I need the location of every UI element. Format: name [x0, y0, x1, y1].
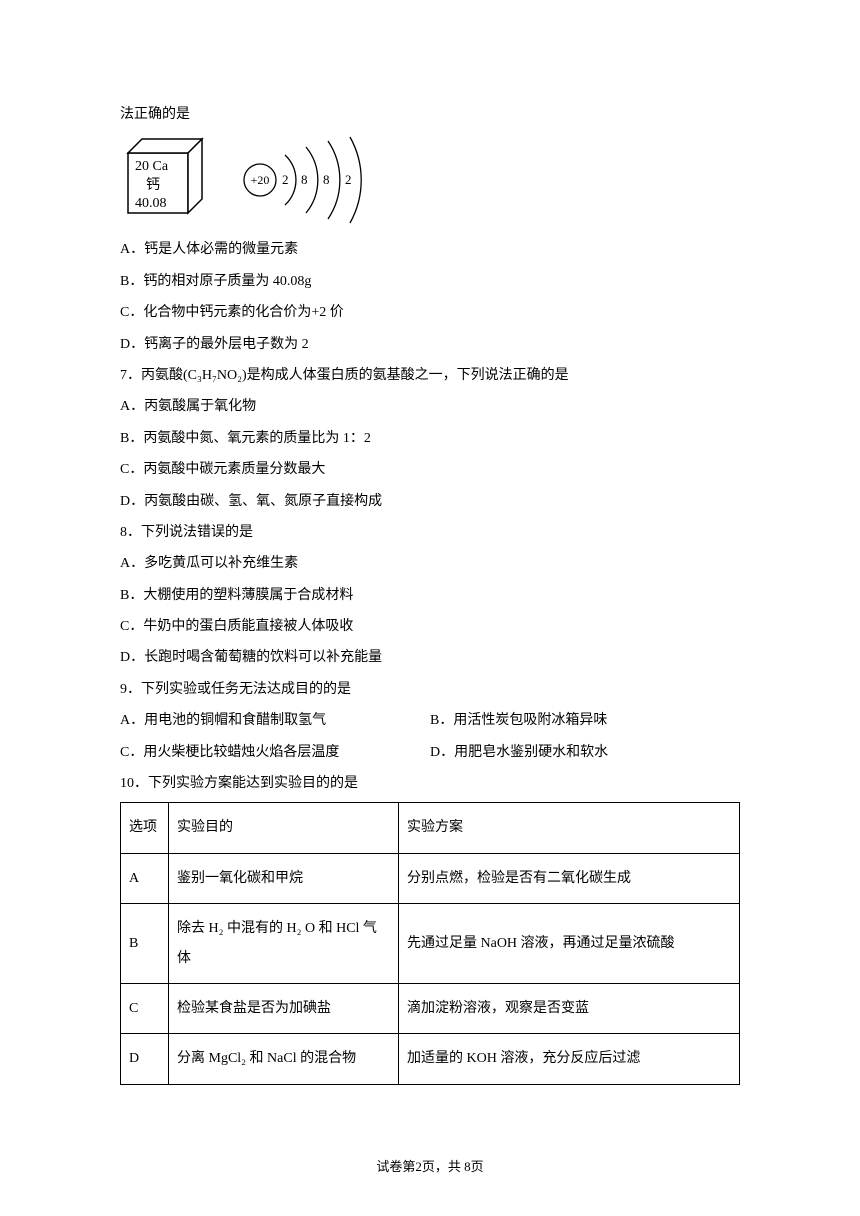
q9-option-d: D．用肥皂水鉴别硬水和软水 — [430, 738, 740, 767]
box-line3: 40.08 — [135, 196, 167, 211]
cell-plan: 先通过足量 NaOH 溶液，再通过足量浓硫酸 — [399, 904, 740, 984]
q9-stem: 9．下列实验或任务无法达成目的的是 — [120, 675, 740, 704]
shell-3: 2 — [345, 172, 352, 187]
cell-opt: C — [121, 983, 169, 1033]
table-row: A 鉴别一氧化碳和甲烷 分别点燃，检验是否有二氧化碳生成 — [121, 853, 740, 903]
shell-0: 2 — [282, 172, 289, 187]
q8-option-b: B．大棚使用的塑料薄膜属于合成材料 — [120, 581, 740, 610]
q8-option-d: D．长跑时喝含葡萄糖的饮料可以补充能量 — [120, 643, 740, 672]
cell-purpose: 除去 H₂ 中混有的 H₂ O 和 HCl 气体 — [169, 904, 399, 984]
atom-diagram: +20 2 8 8 2 — [238, 135, 408, 225]
q10-table: 选项 实验目的 实验方案 A 鉴别一氧化碳和甲烷 分别点燃，检验是否有二氧化碳生… — [120, 802, 740, 1084]
atom-center: +20 — [251, 173, 270, 187]
q6-option-c: C．化合物中钙元素的化合价为+2 价 — [120, 298, 740, 327]
table-row: C 检验某食盐是否为加碘盐 滴加淀粉溶液，观察是否变蓝 — [121, 983, 740, 1033]
header-opt: 选项 — [121, 803, 169, 853]
table-row: D 分离 MgCl₂ 和 NaCl 的混合物 加适量的 KOH 溶液，充分反应后… — [121, 1034, 740, 1084]
q7-option-d: D．丙氨酸由碳、氢、氧、氮原子直接构成 — [120, 487, 740, 516]
element-box: 20 Ca 钙 40.08 — [120, 135, 220, 225]
header-purpose: 实验目的 — [169, 803, 399, 853]
box-line1: 20 Ca — [135, 159, 169, 174]
q7-option-b: B．丙氨酸中氮、氧元素的质量比为 1：2 — [120, 424, 740, 453]
cell-opt: B — [121, 904, 169, 984]
cell-purpose: 分离 MgCl₂ 和 NaCl 的混合物 — [169, 1034, 399, 1084]
q8-stem: 8．下列说法错误的是 — [120, 518, 740, 547]
cell-plan: 滴加淀粉溶液，观察是否变蓝 — [399, 983, 740, 1033]
q7-stem: 7．丙氨酸(C₃H₇NO₂)是构成人体蛋白质的氨基酸之一，下列说法正确的是 — [120, 361, 740, 390]
q10-stem: 10．下列实验方案能达到实验目的的是 — [120, 769, 740, 798]
q9-option-a: A．用电池的铜帽和食醋制取氢气 — [120, 706, 430, 735]
shell-1: 8 — [301, 172, 308, 187]
q7-option-a: A．丙氨酸属于氧化物 — [120, 392, 740, 421]
q6-option-a: A．钙是人体必需的微量元素 — [120, 235, 740, 264]
table-row: B 除去 H₂ 中混有的 H₂ O 和 HCl 气体 先通过足量 NaOH 溶液… — [121, 904, 740, 984]
q8-option-a: A．多吃黄瓜可以补充维生素 — [120, 549, 740, 578]
cell-opt: A — [121, 853, 169, 903]
q6-option-d: D．钙离子的最外层电子数为 2 — [120, 330, 740, 359]
q9-option-b: B．用活性炭包吸附冰箱异味 — [430, 706, 740, 735]
q7-option-c: C．丙氨酸中碳元素质量分数最大 — [120, 455, 740, 484]
table-header-row: 选项 实验目的 实验方案 — [121, 803, 740, 853]
q8-option-c: C．牛奶中的蛋白质能直接被人体吸收 — [120, 612, 740, 641]
page-footer: 试卷第2页，共 8页 — [0, 1153, 860, 1180]
header-plan: 实验方案 — [399, 803, 740, 853]
cell-plan: 分别点燃，检验是否有二氧化碳生成 — [399, 853, 740, 903]
q9-option-c: C．用火柴梗比较蜡烛火焰各层温度 — [120, 738, 430, 767]
cell-plan: 加适量的 KOH 溶液，充分反应后过滤 — [399, 1034, 740, 1084]
cell-opt: D — [121, 1034, 169, 1084]
figure-row: 20 Ca 钙 40.08 +20 2 8 8 2 — [120, 135, 740, 225]
cell-purpose: 检验某食盐是否为加碘盐 — [169, 983, 399, 1033]
box-line2: 钙 — [146, 177, 160, 193]
intro-fragment: 法正确的是 — [120, 100, 740, 129]
q6-option-b: B．钙的相对原子质量为 40.08g — [120, 267, 740, 296]
cell-purpose: 鉴别一氧化碳和甲烷 — [169, 853, 399, 903]
shell-2: 8 — [323, 172, 330, 187]
